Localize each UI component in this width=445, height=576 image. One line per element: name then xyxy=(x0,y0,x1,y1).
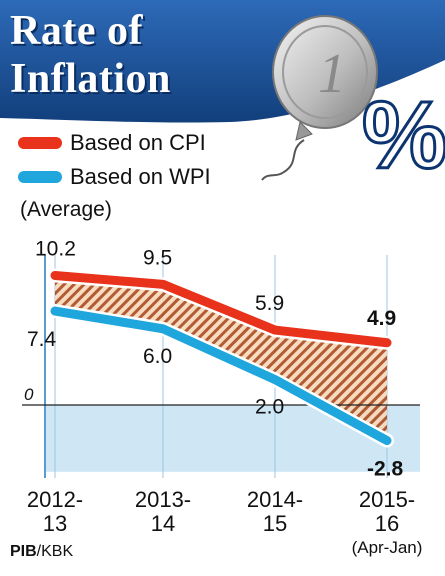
svg-text:%: % xyxy=(362,82,445,189)
legend-swatch-cpi xyxy=(18,137,62,149)
source-bold: PIB xyxy=(10,543,37,560)
wpi-label-0: 7.4 xyxy=(27,328,57,351)
series-line-1 xyxy=(50,306,392,446)
wpi-label-3: -2.8 xyxy=(367,458,404,481)
category-label-3-2: (Apr-Jan) xyxy=(352,538,423,557)
average-note: (Average) xyxy=(20,198,112,221)
title-line-2: Inflation xyxy=(10,56,171,102)
cpi-label-3: 4.9 xyxy=(367,307,396,330)
cpi-label-1: 9.5 xyxy=(143,246,172,269)
percent-icon: % xyxy=(361,81,445,191)
category-label-2-0: 2014- xyxy=(247,487,303,512)
wpi-label-2: 2.0 xyxy=(255,396,284,419)
wpi-label-1: 6.0 xyxy=(143,345,172,368)
source-credit: PIB/KBK xyxy=(10,543,73,561)
category-label-0-1: 13 xyxy=(43,511,67,536)
legend-swatch-wpi xyxy=(18,171,62,183)
category-label-3-1: 16 xyxy=(375,511,399,536)
source-rest: /KBK xyxy=(36,543,74,560)
series-line-0 xyxy=(50,270,392,348)
svg-text:1: 1 xyxy=(318,43,346,105)
zero-label: 0 xyxy=(24,385,34,404)
cpi-wpi-gap-area xyxy=(55,275,387,441)
cpi-label-2: 5.9 xyxy=(255,292,284,315)
category-label-0-0: 2012- xyxy=(27,487,83,512)
category-label-3-0: 2015- xyxy=(359,487,415,512)
legend-item-cpi: Based on CPI xyxy=(18,129,206,157)
legend-label-wpi: Based on WPI xyxy=(70,164,211,189)
legend-item-wpi: Based on WPI xyxy=(18,163,211,191)
category-label-1-1: 14 xyxy=(151,511,175,536)
legend-label-cpi: Based on CPI xyxy=(70,130,206,155)
cpi-label-0: 10.2 xyxy=(35,237,76,260)
category-label-1-0: 2013- xyxy=(135,487,191,512)
coin-balloon-icon: 1 xyxy=(261,15,378,181)
category-label-2-1: 15 xyxy=(263,511,287,536)
title-line-1: Rate of xyxy=(10,8,143,54)
